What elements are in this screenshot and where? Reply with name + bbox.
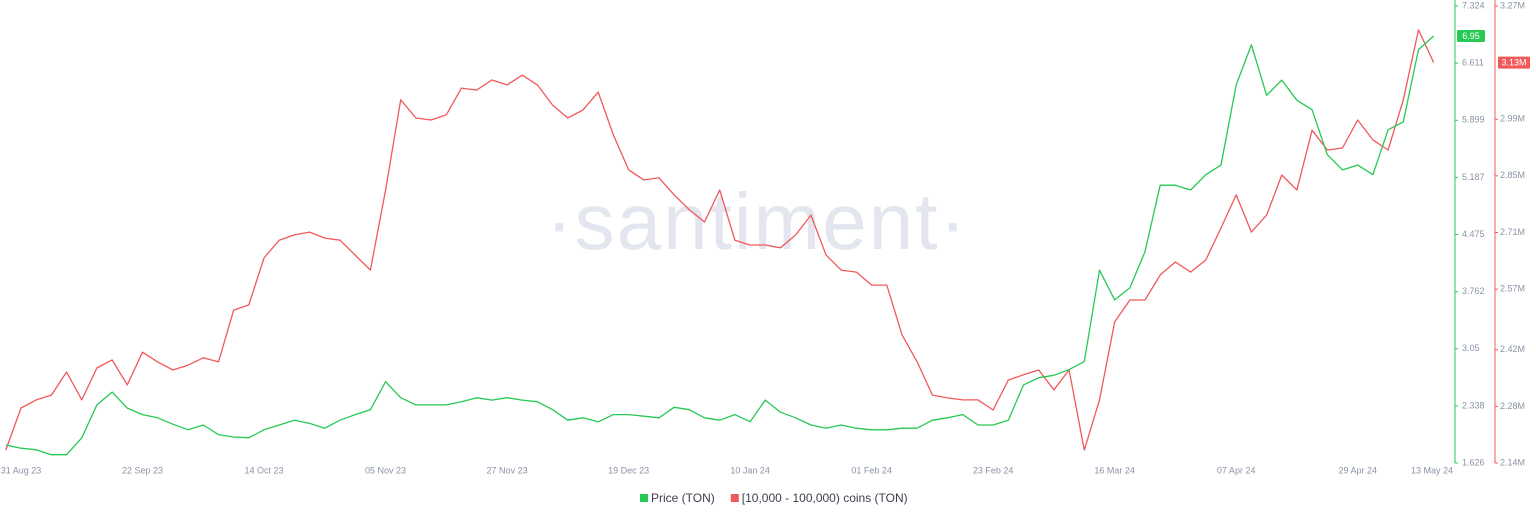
- legend-label[interactable]: [10,000 - 100,000) coins (TON): [742, 491, 908, 505]
- last-value-label: 6.95: [1462, 31, 1480, 41]
- x-tick-label: 14 Oct 23: [245, 465, 284, 475]
- last-value-label: 3.13M: [1501, 57, 1526, 67]
- x-tick-label: 16 Mar 24: [1094, 465, 1135, 475]
- y-tick-label: 4.475: [1462, 229, 1485, 239]
- watermark: ·santiment·: [546, 177, 968, 266]
- legend-swatch[interactable]: [730, 494, 739, 502]
- x-tick-label: 27 Nov 23: [487, 465, 528, 475]
- y-tick-label: 6.611: [1462, 58, 1484, 68]
- x-tick-label: 13 May 24: [1411, 465, 1453, 475]
- legend-swatch[interactable]: [640, 494, 648, 502]
- x-tick-label: 22 Sep 23: [122, 465, 163, 475]
- y2-tick-label: 2.85M: [1500, 170, 1525, 180]
- x-tick-label: 23 Feb 24: [973, 465, 1014, 475]
- y-tick-label: 5.899: [1462, 115, 1485, 125]
- y-tick-label: 3.762: [1462, 286, 1485, 296]
- legend-label[interactable]: Price (TON): [651, 491, 715, 505]
- x-tick-label: 19 Dec 23: [608, 465, 649, 475]
- y2-tick-label: 2.28M: [1500, 401, 1525, 411]
- y2-tick-label: 2.57M: [1500, 283, 1525, 293]
- y2-tick-label: 2.42M: [1500, 344, 1525, 354]
- x-tick-label: 31 Aug 23: [1, 465, 42, 475]
- x-tick-label: 05 Nov 23: [365, 465, 406, 475]
- series-line: [5, 29, 1435, 451]
- y-tick-label: 5.187: [1462, 172, 1485, 182]
- y2-tick-label: 2.71M: [1500, 227, 1525, 237]
- last-value-badge: [1457, 29, 1485, 42]
- x-tick-label: 07 Apr 24: [1217, 465, 1256, 475]
- y2-tick-label: 2.14M: [1500, 457, 1525, 467]
- y-tick-label: 1.626: [1462, 457, 1485, 467]
- x-tick-label: 29 Apr 24: [1338, 465, 1377, 475]
- y-tick-label: 7.324: [1462, 0, 1485, 10]
- y-tick-label: 3.05: [1462, 343, 1480, 353]
- y2-tick-label: 3.27M: [1500, 0, 1525, 10]
- y-tick-label: 2.338: [1462, 400, 1485, 410]
- last-value-badge: [1498, 56, 1530, 69]
- series-line: [5, 35, 1435, 456]
- x-tick-label: 10 Jan 24: [730, 465, 770, 475]
- x-tick-label: 01 Feb 24: [851, 465, 892, 475]
- y2-tick-label: 2.99M: [1500, 114, 1525, 124]
